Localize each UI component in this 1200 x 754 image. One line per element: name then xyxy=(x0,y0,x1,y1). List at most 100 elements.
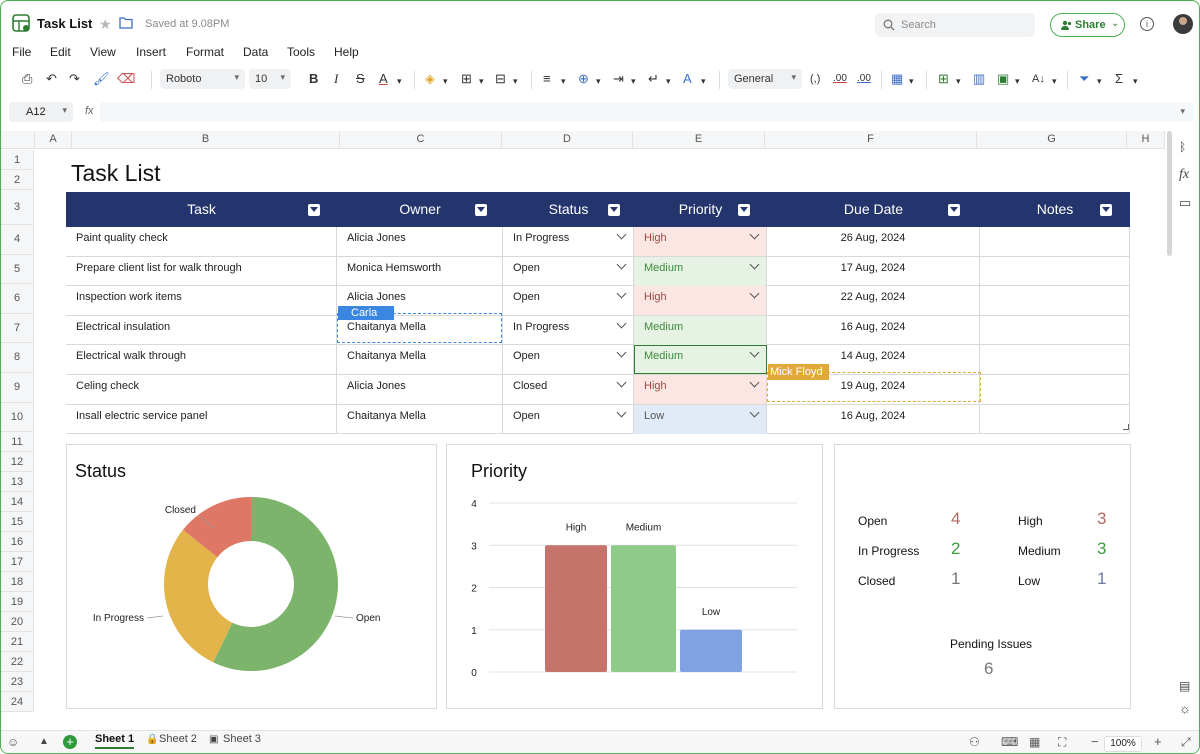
chevron-down-icon[interactable]: ▾ xyxy=(479,76,484,86)
bar-medium[interactable] xyxy=(611,545,676,672)
sheet-list-icon[interactable]: ▲ xyxy=(39,736,49,747)
cell-notes[interactable] xyxy=(980,404,1130,434)
cell-due[interactable]: 22 Aug, 2024 xyxy=(767,286,980,316)
cell-status[interactable]: Open xyxy=(503,286,634,316)
font-family-select[interactable]: Roboto ▾ xyxy=(160,69,245,89)
cell-priority[interactable]: High xyxy=(634,286,767,316)
chevron-down-icon[interactable]: ▾ xyxy=(513,76,518,86)
fill-color-icon[interactable]: ◈ xyxy=(425,71,435,86)
chevron-down-icon[interactable]: ▾ xyxy=(397,76,402,86)
sheet-canvas[interactable]: Task List Task Owner Status Priority xyxy=(35,150,1165,730)
vertical-align-icon[interactable]: ⊕ xyxy=(578,71,589,86)
chevron-down-icon[interactable] xyxy=(749,377,760,388)
zoom-level[interactable]: 100% xyxy=(1104,736,1142,752)
column-header-e[interactable]: E xyxy=(633,131,765,149)
undo-icon[interactable]: ↶ xyxy=(46,71,57,86)
filter-dropdown-icon[interactable] xyxy=(948,204,960,216)
filter-dropdown-icon[interactable] xyxy=(1100,204,1112,216)
chevron-down-icon[interactable] xyxy=(749,347,760,358)
chevron-down-icon[interactable] xyxy=(749,259,760,270)
cell-status[interactable]: Open xyxy=(503,256,634,286)
column-header-a[interactable]: A xyxy=(35,131,72,149)
cell-owner[interactable]: Chaitanya Mella xyxy=(337,315,503,345)
chevron-down-icon[interactable]: ▾ xyxy=(443,76,448,86)
sheet-title[interactable]: Task List xyxy=(71,160,161,186)
keyboard-icon[interactable]: ⌨ xyxy=(1001,735,1019,749)
row-header-2[interactable]: 2 xyxy=(1,170,34,190)
sheet-tab-3[interactable]: Sheet 3 xyxy=(223,733,261,745)
cell-due[interactable]: 16 Aug, 2024 xyxy=(767,315,980,345)
avatar[interactable] xyxy=(1173,14,1193,34)
chevron-down-icon[interactable]: ▾ xyxy=(701,76,706,86)
cell-priority[interactable]: High xyxy=(634,227,767,256)
comment-icon[interactable]: ▭ xyxy=(1179,195,1192,210)
italic-icon[interactable]: I xyxy=(334,71,339,86)
cell-due[interactable]: 26 Aug, 2024 xyxy=(767,227,980,256)
chevron-down-icon[interactable]: ▾ xyxy=(1052,76,1057,86)
font-size-select[interactable]: 10 ▾ xyxy=(249,69,291,89)
sum-icon[interactable]: Σ xyxy=(1115,71,1124,86)
priority-chart-panel[interactable]: Priority 0 1 2 3 4 High Medium Low xyxy=(446,444,823,709)
collaborators-icon[interactable]: ⚇ xyxy=(969,735,980,749)
status-chart-panel[interactable]: Status Open In Progress Closed xyxy=(66,444,437,709)
summary-panel[interactable]: Open 4 In Progress 2 Closed 1 High 3 Med… xyxy=(834,444,1131,709)
cell-owner[interactable]: Monica Hemsworth xyxy=(337,256,503,286)
chevron-down-icon[interactable]: ▾ xyxy=(1133,76,1138,86)
cell-priority[interactable]: Medium xyxy=(634,345,767,375)
row-header-19[interactable]: 19 xyxy=(1,592,34,613)
menu-edit[interactable]: Edit xyxy=(50,45,71,59)
chevron-down-icon[interactable]: ▾ xyxy=(596,76,601,86)
chevron-down-icon[interactable]: ▾ xyxy=(1097,76,1102,86)
filter-dropdown-icon[interactable] xyxy=(308,204,320,216)
cell-status[interactable]: In Progress xyxy=(503,315,634,345)
cell-notes[interactable] xyxy=(980,375,1130,404)
chevron-down-icon[interactable]: ▾ xyxy=(631,76,636,86)
filter-dropdown-icon[interactable] xyxy=(738,204,750,216)
formula-input[interactable]: ▾ xyxy=(100,102,1193,122)
cell-due[interactable]: 17 Aug, 2024 xyxy=(767,256,980,286)
number-format-select[interactable]: General ▾ xyxy=(728,69,802,89)
chevron-down-icon[interactable] xyxy=(616,259,627,270)
chevron-down-icon[interactable] xyxy=(749,229,760,240)
add-sheet-icon[interactable]: + xyxy=(63,735,77,749)
chevron-down-icon[interactable]: ▾ xyxy=(1015,76,1020,86)
row-header-3[interactable]: 3 xyxy=(1,190,34,225)
align-left-icon[interactable]: ≡ xyxy=(543,71,551,86)
chevron-down-icon[interactable] xyxy=(616,288,627,299)
cell-task[interactable]: Celing check xyxy=(66,375,337,404)
cell-notes[interactable] xyxy=(980,315,1130,345)
row-header-10[interactable]: 10 xyxy=(1,402,34,433)
column-header-f[interactable]: F xyxy=(765,131,977,149)
row-header-1[interactable]: 1 xyxy=(1,150,34,170)
filter-dropdown-icon[interactable] xyxy=(475,204,487,216)
folder-icon[interactable] xyxy=(119,16,133,29)
vertical-scrollbar[interactable] xyxy=(1167,131,1172,256)
cell-owner[interactable]: Alicia Jones xyxy=(337,375,503,404)
chevron-down-icon[interactable] xyxy=(749,288,760,299)
row-header-11[interactable]: 11 xyxy=(1,432,34,453)
column-header-b[interactable]: B xyxy=(72,131,340,149)
insert-grid-icon[interactable]: ⊞ xyxy=(938,71,949,86)
chevron-down-icon[interactable]: ▾ xyxy=(666,76,671,86)
increase-decimal-icon[interactable]: .00 xyxy=(857,73,871,84)
row-header-21[interactable]: 21 xyxy=(1,632,34,653)
cell-due[interactable]: 19 Aug, 2024 xyxy=(767,375,980,404)
cell-task[interactable]: Inspection work items xyxy=(66,286,337,316)
column-header-c[interactable]: C xyxy=(340,131,502,149)
cell-priority[interactable]: Medium xyxy=(634,256,767,286)
strikethrough-icon[interactable]: S xyxy=(356,71,365,86)
row-header-14[interactable]: 14 xyxy=(1,492,34,513)
menu-data[interactable]: Data xyxy=(243,45,269,59)
function-icon[interactable]: fx xyxy=(1179,167,1190,182)
cell-owner[interactable]: Chaitanya Mella xyxy=(337,345,503,375)
thousands-separator-icon[interactable]: (,) xyxy=(810,73,821,85)
cell-priority[interactable]: High xyxy=(634,375,767,404)
row-header-4[interactable]: 4 xyxy=(1,225,34,255)
clear-format-icon[interactable]: ⌫ xyxy=(117,71,136,86)
search-box[interactable]: Search xyxy=(875,13,1035,37)
translate-icon[interactable]: ᛒ xyxy=(1179,140,1187,154)
chevron-down-icon[interactable] xyxy=(616,347,627,358)
cell-priority[interactable]: Low xyxy=(634,404,767,434)
notes-icon[interactable]: ▤ xyxy=(1179,679,1191,693)
chevron-down-icon[interactable]: ▾ xyxy=(909,76,914,86)
